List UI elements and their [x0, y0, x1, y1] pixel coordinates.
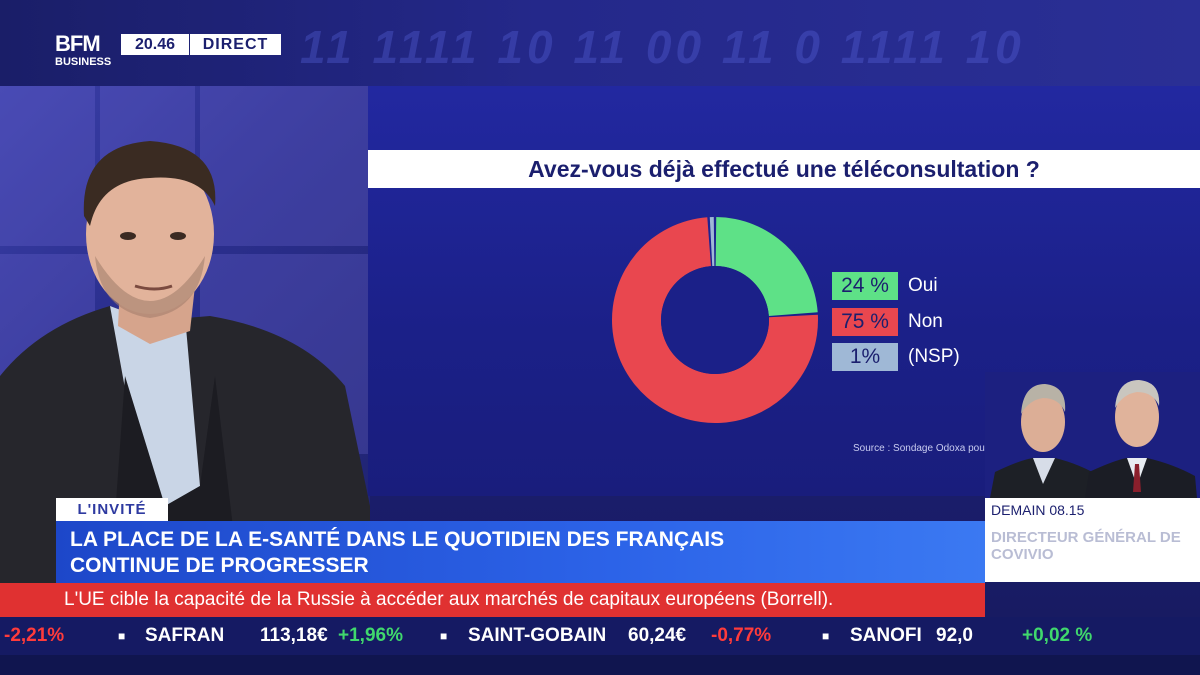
ticker-name: SANOFI: [850, 625, 922, 646]
ticker-price: 60,24€: [628, 625, 687, 646]
logo-main-text: BFM: [55, 31, 101, 56]
poll-question: Avez-vous déjà effectué une téléconsulta…: [528, 156, 1040, 182]
poll-source: Source : Sondage Odoxa pour BFM Business: [853, 443, 1056, 454]
ticker-separator: ■: [440, 629, 448, 643]
headline-box: LA PLACE DE LA E-SANTÉ DANS LE QUOTIDIEN…: [56, 521, 985, 583]
bottom-strip: [0, 655, 1200, 675]
clock: 20.46: [121, 34, 189, 55]
ticker-change-up: +1,96%: [338, 625, 403, 646]
channel-logo: BFM BUSINESS: [55, 33, 125, 75]
live-badge: DIRECT: [190, 34, 281, 55]
stock-ticker: -2,21% SAFRAN 113,18€ +1,96% SAINT-GOBAIN 60,…: [0, 617, 1200, 655]
ticker-change-down: -0,77%: [711, 625, 772, 646]
next-guests-photo: [985, 372, 1200, 498]
ticker-change-down: -2,21%: [4, 625, 65, 646]
legend-label: Non: [908, 311, 943, 332]
logo-sub-text: BUSINESS: [55, 56, 112, 68]
ticker-separator: ■: [118, 629, 126, 643]
legend-value: 1%: [832, 343, 898, 371]
poll-donut-chart: [612, 217, 818, 423]
ticker-price: 92,0: [936, 625, 973, 646]
ticker-name: SAFRAN: [145, 625, 225, 646]
donut-hole: [661, 266, 769, 374]
ticker-price: 113,18€: [260, 625, 328, 646]
donut-slice-2: [612, 217, 818, 423]
donut-slice-1: [715, 217, 818, 316]
legend-label: Oui: [908, 275, 938, 296]
headline-line-1: LA PLACE DE LA E-SANTÉ DANS LE QUOTIDIEN…: [70, 528, 725, 551]
ticker-separator: ■: [822, 629, 830, 643]
headline-line-2: CONTINUE DE PROGRESSER: [70, 554, 369, 577]
ticker-name: SAINT-GOBAIN: [468, 625, 607, 646]
ticker-change-up: +0,02 %: [1022, 625, 1093, 646]
studio-screen-panel: [0, 86, 95, 246]
legend-value: 75 %: [832, 308, 898, 336]
guest-tag: L'INVITÉ: [56, 498, 168, 521]
next-guest-promo: DEMAIN 08.15 DIRECTEUR GÉNÉRAL DE COVIVI…: [985, 498, 1200, 582]
studio-camera-view: [0, 86, 370, 586]
promo-role: DIRECTEUR GÉNÉRAL DE COVIVIO: [991, 529, 1181, 563]
donut-slice-3: [709, 217, 715, 267]
legend-label: (NSP): [908, 346, 960, 367]
background-ghost-ticker: 11 1111 10 11 00 11 0 1111 10: [300, 21, 1025, 70]
breaking-news-text: L'UE cible la capacité de la Russie à ac…: [64, 589, 834, 610]
breaking-news-bar: L'UE cible la capacité de la Russie à ac…: [0, 583, 985, 617]
poll-question-bar: Avez-vous déjà effectué une téléconsulta…: [368, 150, 1200, 188]
promo-time: DEMAIN 08.15: [991, 502, 1085, 518]
legend-value: 24 %: [832, 272, 898, 300]
studio-screen-panel: [200, 86, 370, 246]
